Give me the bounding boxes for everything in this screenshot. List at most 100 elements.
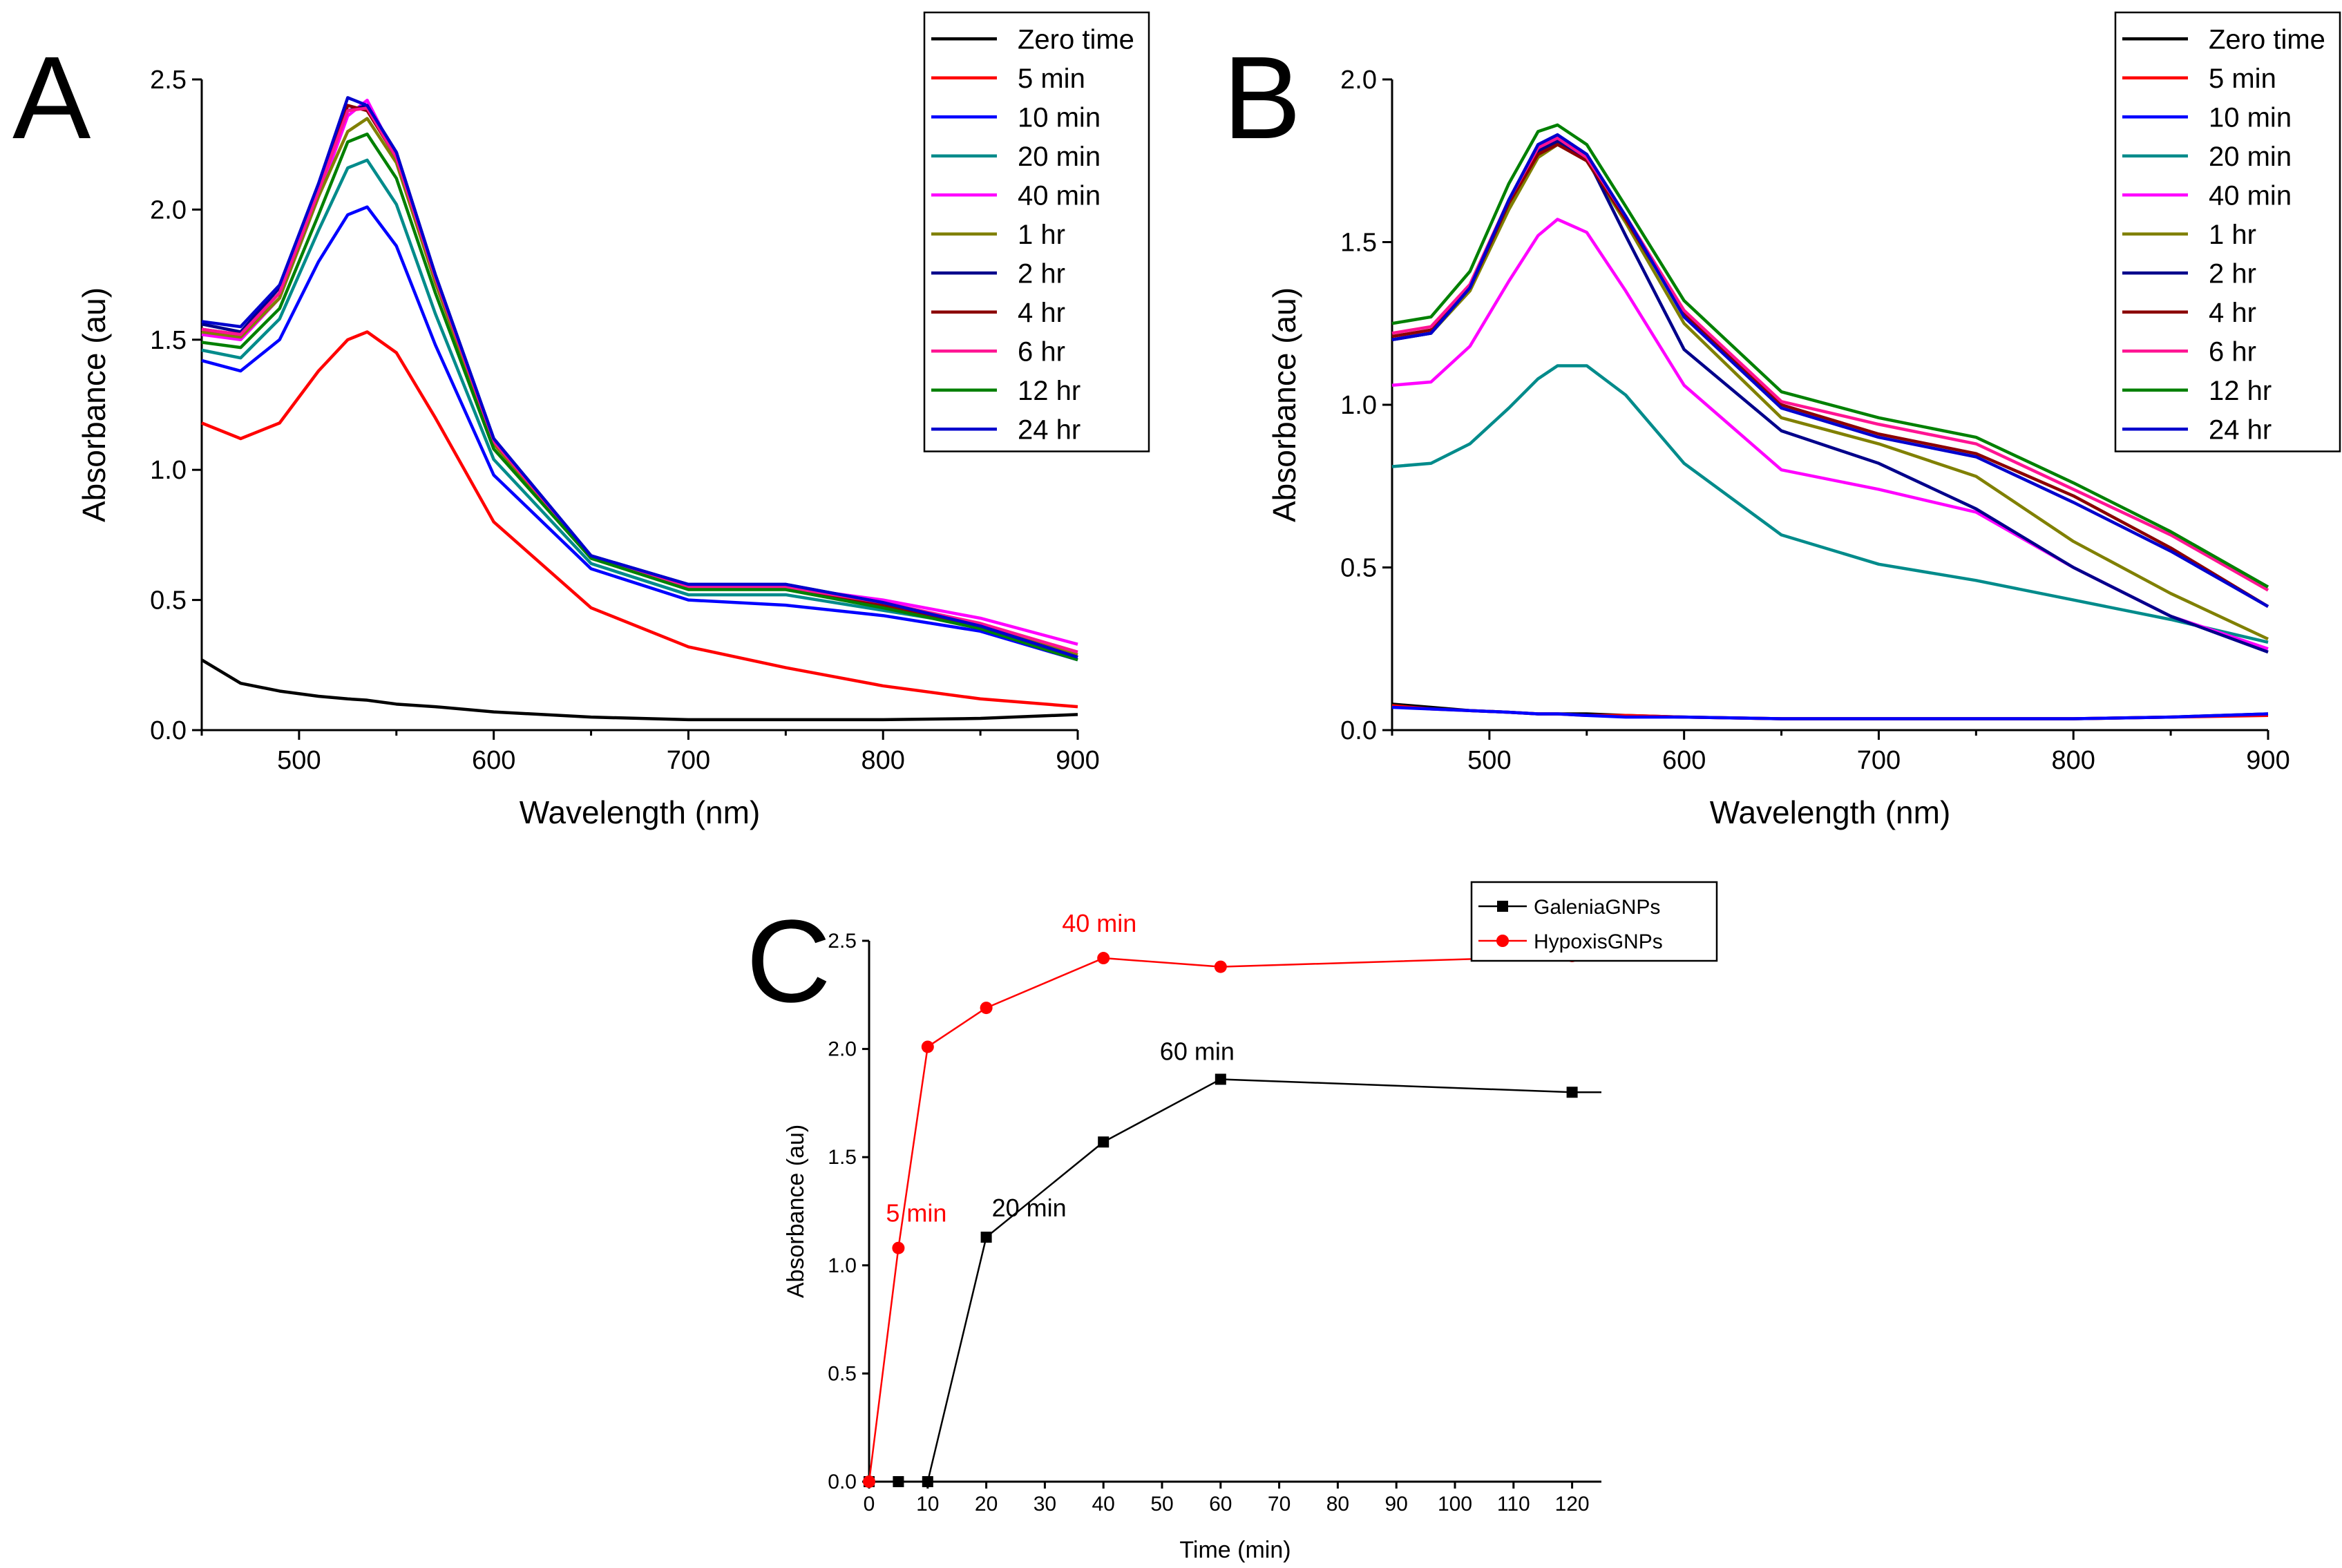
legend-label-a: 4 hr (1018, 298, 1065, 328)
x-tick-label-b: 800 (2052, 746, 2095, 775)
y-tick-label-a: 0.5 (150, 586, 187, 615)
y-axis-label-a: Absorbance (au) (76, 287, 112, 522)
series-line-c-1 (868, 955, 1572, 1482)
y-tick-label-c: 2.5 (828, 930, 857, 953)
y-tick-label-c: 2.0 (828, 1038, 857, 1061)
data-point-c-1 (980, 1002, 993, 1015)
legend-label-a: Zero time (1018, 24, 1134, 55)
y-tick-label-a: 2.5 (150, 66, 187, 95)
y-tick-label-a: 0.0 (150, 716, 187, 745)
legend-box-b (2114, 11, 2341, 452)
annotation-c: 5 min (886, 1199, 946, 1227)
panel-a-chart: 500 600 700 800 900 0.0 0.5 1.0 1.5 2.0 2.5 Wavelen… (76, 11, 1150, 830)
data-point-c-1 (921, 1040, 934, 1053)
x-tick-label-c: 80 (1326, 1493, 1349, 1516)
series-line-a-3 (201, 158, 1078, 659)
legend-label-c: GaleniaGNPs (1534, 896, 1660, 919)
x-tick-label-a: 600 (472, 746, 515, 775)
x-tick-label-c: 0 (864, 1493, 875, 1516)
data-point-c-1 (1097, 952, 1110, 965)
legend-label-b: 1 hr (2209, 220, 2256, 250)
legend-label-b: 24 hr (2209, 414, 2272, 445)
y-tick-label-c: 1.0 (828, 1254, 857, 1277)
series-line-c-0 (869, 1078, 1572, 1483)
x-tick-label-c: 40 (1092, 1493, 1115, 1516)
legend-label-b: 4 hr (2209, 298, 2256, 328)
x-tick-label-c: 120 (1555, 1493, 1590, 1516)
series-line-a-0 (200, 658, 1078, 722)
legend-marker-c (1497, 901, 1508, 912)
series-line-a-10 (201, 96, 1078, 659)
x-tick-label-b: 600 (1662, 746, 1706, 775)
x-tick-label-c: 100 (1438, 1493, 1472, 1516)
legend-label-a: 20 min (1018, 142, 1101, 172)
legend-label-a: 10 min (1018, 102, 1101, 133)
panel-b-chart: 500 600 700 800 900 0.0 0.5 1.0 1.5 2.0 Wavelength… (1266, 11, 2341, 830)
legend-label-a: 6 hr (1018, 336, 1065, 367)
data-point-c-0 (1098, 1136, 1110, 1148)
legend-label-b: 10 min (2209, 102, 2292, 133)
data-point-c-0 (922, 1476, 933, 1487)
series-line-b-2 (1391, 705, 2269, 720)
x-tick-label-a: 700 (667, 746, 710, 775)
y-tick-label-a: 1.5 (150, 326, 187, 355)
data-point-c-1 (1214, 960, 1227, 973)
x-tick-label-c: 50 (1150, 1493, 1173, 1516)
data-point-c-1 (892, 1241, 905, 1254)
data-point-c-0 (893, 1476, 904, 1487)
x-tick-label-c: 20 (975, 1493, 998, 1516)
y-tick-label-b: 1.0 (1340, 391, 1377, 420)
data-point-c-0 (1215, 1073, 1226, 1085)
y-tick-label-c: 0.5 (828, 1362, 857, 1385)
series-line-b-3 (1391, 364, 2269, 644)
legend-label-b: 20 min (2209, 142, 2292, 172)
panel-letter-c: C (746, 896, 831, 1027)
legend-label-b: 2 hr (2209, 258, 2256, 289)
panel-c-chart: 0 10 20 30 40 50 60 70 80 90 100 110 120 0.0 0.5 1.0 1.5… (783, 881, 1718, 1563)
x-tick-label-c: 30 (1034, 1493, 1056, 1516)
data-point-c-1 (863, 1475, 875, 1488)
series-line-a-9 (201, 132, 1078, 662)
x-tick-label-c: 110 (1497, 1493, 1530, 1516)
series-line-a-2 (201, 205, 1078, 662)
y-axis-label-b: Absorbance (au) (1266, 287, 1302, 522)
series-line-b-10 (1391, 133, 2269, 608)
x-tick-label-b: 700 (1857, 746, 1901, 775)
x-tick-label-c: 60 (1209, 1493, 1232, 1516)
y-tick-label-b: 0.5 (1340, 554, 1377, 583)
annotation-c: 20 min (992, 1194, 1067, 1222)
panel-letter-b: B (1223, 32, 1301, 164)
legend-box-a (923, 11, 1150, 452)
legend-label-b: Zero time (2209, 24, 2325, 55)
x-axis-label-b: Wavelength (nm) (1710, 794, 1951, 830)
legend-label-a: 40 min (1018, 180, 1101, 211)
x-tick-label-a: 900 (1056, 746, 1099, 775)
legend-label-a: 1 hr (1018, 220, 1065, 250)
legend-label-c: HypoxisGNPs (1534, 930, 1663, 953)
legend-label-b: 12 hr (2209, 376, 2272, 406)
series-line-a-1 (201, 330, 1078, 709)
legend-label-a: 12 hr (1018, 376, 1080, 406)
x-tick-label-c: 10 (916, 1493, 939, 1516)
series-line-b-9 (1391, 123, 2269, 589)
y-tick-label-a: 1.0 (150, 456, 187, 485)
x-tick-label-c: 90 (1385, 1493, 1408, 1516)
x-tick-label-c: 70 (1268, 1493, 1291, 1516)
y-tick-label-c: 0.0 (828, 1471, 857, 1493)
legend-box-c (1470, 881, 1718, 962)
legend-label-a: 24 hr (1018, 414, 1080, 445)
annotation-c: 40 min (1062, 909, 1136, 937)
legend-marker-c (1496, 935, 1509, 947)
x-tick-label-a: 500 (277, 746, 321, 775)
x-axis-label-c: Time (min) (1179, 1537, 1291, 1563)
x-tick-label-a: 800 (861, 746, 905, 775)
legend-label-b: 5 min (2209, 64, 2276, 94)
x-tick-label-b: 500 (1467, 746, 1511, 775)
series-line-b-5 (1391, 142, 2269, 641)
y-tick-label-a: 2.0 (150, 195, 187, 224)
panel-letter-a: A (12, 32, 91, 164)
legend-label-a: 2 hr (1018, 258, 1065, 289)
x-axis-label-a: Wavelength (nm) (520, 794, 761, 830)
legend-label-b: 40 min (2209, 180, 2292, 211)
